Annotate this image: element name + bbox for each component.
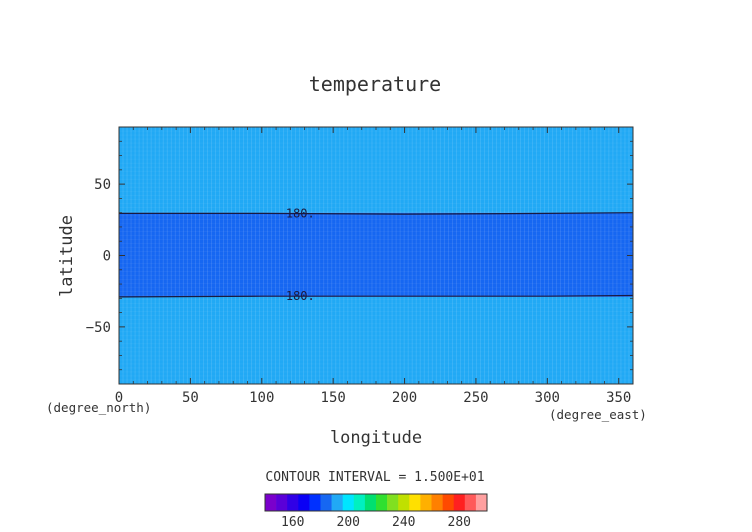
x-tick-label: 350 xyxy=(606,390,631,406)
colorbar-swatch xyxy=(309,494,321,511)
band-0 xyxy=(119,296,633,384)
x-tick-label: 100 xyxy=(249,390,274,406)
contour-interval-text: CONTOUR INTERVAL = 1.500E+01 xyxy=(265,470,484,485)
colorbar-swatch xyxy=(475,494,488,511)
x-tick-label: 0 xyxy=(115,390,123,406)
contour-label: 180. xyxy=(286,207,315,221)
colorbar-tick-label: 240 xyxy=(392,515,415,530)
y-axis-label: latitude xyxy=(57,215,77,297)
colorbar-swatch xyxy=(442,494,454,511)
contour-line-1 xyxy=(118,294,634,298)
contour-line-0 xyxy=(119,212,634,215)
colorbar-swatch xyxy=(342,494,355,511)
colorbar-swatch xyxy=(409,494,421,511)
colorbar-swatch xyxy=(298,494,310,511)
x-axis-label: longitude xyxy=(330,428,422,448)
colorbar-swatch xyxy=(276,494,288,511)
y-tick-label: −50 xyxy=(86,320,111,336)
colorbar: 160 200 240 280 xyxy=(264,493,488,530)
x-units-label: (degree_east) xyxy=(549,407,647,422)
x-tick-label: 200 xyxy=(392,390,417,406)
colorbar-swatch xyxy=(265,494,277,511)
colorbar-swatch xyxy=(431,494,443,511)
colorbar-tick-label: 200 xyxy=(337,515,360,530)
band-2 xyxy=(119,127,633,213)
band-1 xyxy=(119,212,633,297)
colorbar-tick-label: 280 xyxy=(448,515,471,530)
contour-label: 180. xyxy=(286,289,315,303)
x-tick-label: 250 xyxy=(463,390,488,406)
plot-area xyxy=(119,127,633,384)
contour-lines: 180. 180. xyxy=(118,207,634,303)
colorbar-swatch xyxy=(464,494,477,511)
colorbar-swatch xyxy=(398,494,410,511)
colorbar-swatch xyxy=(387,494,399,511)
chart-title: temperature xyxy=(309,72,441,96)
x-axis: 0 50 100 150 200 250 300 350 xyxy=(115,127,631,406)
y-units-label: (degree_north) xyxy=(46,400,151,415)
x-tick-label: 50 xyxy=(182,390,199,406)
colorbar-swatch xyxy=(420,494,432,511)
colorbar-swatch xyxy=(453,494,466,511)
x-tick-label: 150 xyxy=(321,390,346,406)
colorbar-swatch xyxy=(320,494,332,511)
colorbar-swatch xyxy=(353,494,366,511)
colorbar-swatch xyxy=(287,494,299,511)
y-tick-label: 0 xyxy=(103,249,111,265)
y-axis: 50 0 −50 xyxy=(86,140,633,371)
colorbar-swatch xyxy=(331,494,343,511)
x-tick-label: 300 xyxy=(535,390,560,406)
colorbar-swatch xyxy=(364,494,377,511)
colorbar-swatch xyxy=(376,494,388,511)
colorbar-frame xyxy=(264,493,488,512)
colorbar-tick-label: 160 xyxy=(281,515,304,530)
y-tick-label: 50 xyxy=(94,177,111,193)
